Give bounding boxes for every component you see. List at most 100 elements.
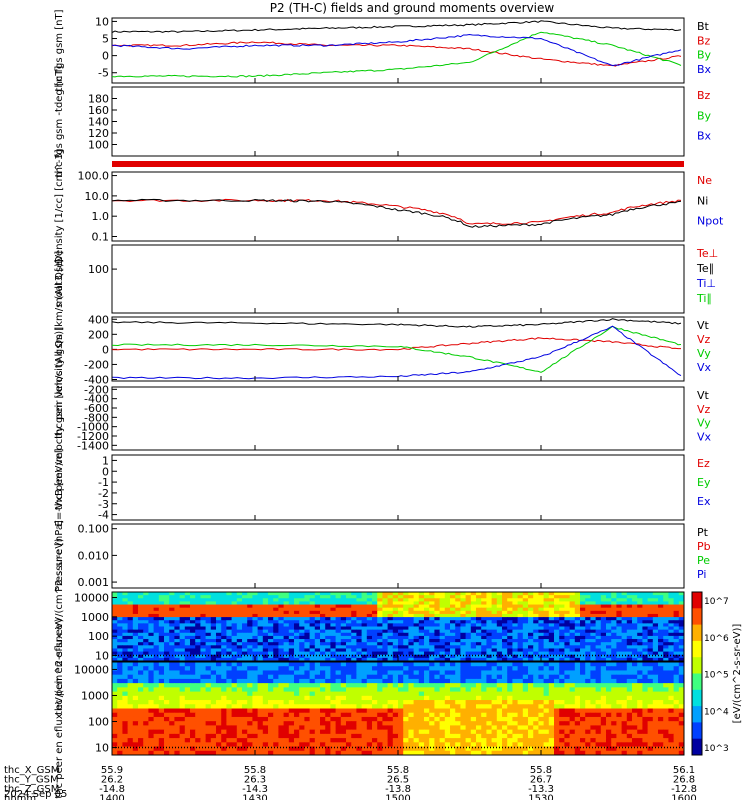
- spectrogram-cell: [273, 717, 279, 722]
- spectrogram-cell: [616, 645, 622, 649]
- spectrogram-cell: [611, 620, 617, 624]
- spectrogram-cell: [330, 670, 336, 675]
- spectrogram-cell: [622, 687, 628, 692]
- spectrogram-cell: [247, 679, 253, 684]
- spectrogram-cell: [668, 636, 674, 640]
- spectrogram-cell: [273, 742, 279, 747]
- spectrogram-cell: [429, 717, 435, 722]
- spectrogram-cell: [450, 642, 456, 646]
- spectrogram-cell: [575, 700, 581, 705]
- spectrogram-cell: [455, 639, 461, 643]
- spectrogram-cell: [549, 713, 555, 718]
- spectrogram-cell: [601, 630, 607, 634]
- spectrogram-cell: [294, 713, 300, 718]
- spectrogram-cell: [154, 601, 160, 605]
- y-tick-label: 100: [88, 630, 109, 643]
- spectrogram-cell: [528, 617, 534, 621]
- spectrogram-cell: [414, 734, 420, 739]
- spectrogram-cell: [351, 704, 357, 709]
- spectrogram-cell: [278, 620, 284, 624]
- spectrogram-cell: [466, 636, 472, 640]
- spectrogram-cell: [393, 666, 399, 671]
- spectrogram-cell: [289, 725, 295, 730]
- spectrogram-cell: [242, 645, 248, 649]
- spectrogram-cell: [512, 709, 518, 714]
- spectrogram-cell: [549, 742, 555, 747]
- spectrogram-cell: [497, 742, 503, 747]
- spectrogram-cell: [195, 611, 201, 615]
- spectrogram-cell: [445, 662, 451, 667]
- spectrogram-cell: [658, 670, 664, 675]
- spectrogram-cell: [648, 652, 654, 656]
- spectrogram-cell: [372, 601, 378, 605]
- spectrogram-cell: [169, 709, 175, 714]
- spectrogram-cell: [367, 645, 373, 649]
- spectrogram-cell: [138, 608, 144, 612]
- spectrogram-cell: [185, 687, 191, 692]
- spectrogram-cell: [570, 713, 576, 718]
- spectrogram-cell: [596, 595, 602, 599]
- spectrogram-cell: [310, 704, 316, 709]
- spectrogram-cell: [606, 614, 612, 618]
- spectrogram-cell: [133, 592, 139, 596]
- spectrogram-cell: [263, 633, 269, 637]
- spectrogram-cell: [523, 721, 529, 726]
- spectrogram-cell: [466, 598, 472, 602]
- spectrogram-cell: [273, 633, 279, 637]
- spectrogram-cell: [268, 738, 274, 743]
- spectrogram-cell: [247, 630, 253, 634]
- spectrogram-cell: [455, 652, 461, 656]
- spectrogram-cell: [185, 652, 191, 656]
- spectrogram-cell: [414, 666, 420, 671]
- spectrogram-cell: [512, 679, 518, 684]
- spectrogram-cell: [372, 709, 378, 714]
- legend-entry: Bz: [697, 89, 711, 102]
- spectrogram-cell: [637, 620, 643, 624]
- spectrogram-cell: [226, 675, 232, 680]
- spectrogram-cell: [154, 696, 160, 701]
- spectrogram-cell: [388, 642, 394, 646]
- spectrogram-cell: [570, 605, 576, 609]
- spectrogram-cell: [200, 730, 206, 735]
- spectrogram-cell: [304, 598, 310, 602]
- spectrogram-cell: [398, 614, 404, 618]
- spectrogram-cell: [559, 687, 565, 692]
- spectrogram-cell: [507, 605, 513, 609]
- spectrogram-cell: [507, 642, 513, 646]
- spectrogram-cell: [658, 648, 664, 652]
- spectrogram-cell: [486, 679, 492, 684]
- spectrogram-cell: [372, 717, 378, 722]
- spectrogram-cell: [398, 717, 404, 722]
- spectrogram-cell: [122, 713, 128, 718]
- spectrogram-cell: [258, 617, 264, 621]
- spectrogram-cell: [596, 675, 602, 680]
- spectrogram-cell: [216, 683, 222, 688]
- spectrogram-cell: [518, 696, 524, 701]
- spectrogram-cell: [507, 679, 513, 684]
- spectrogram-cell: [200, 709, 206, 714]
- spectrogram-cell: [237, 696, 243, 701]
- spectrogram-cell: [616, 592, 622, 596]
- spectrogram-cell: [356, 666, 362, 671]
- spectrogram-cell: [117, 675, 123, 680]
- spectrogram-cell: [590, 592, 596, 596]
- spectrogram-cell: [528, 730, 534, 735]
- series-line-Bt: [112, 21, 681, 33]
- spectrogram-cell: [226, 725, 232, 730]
- spectrogram-cell: [518, 734, 524, 739]
- spectrogram-cell: [544, 623, 550, 627]
- spectrogram-cell: [232, 608, 238, 612]
- spectrogram-cell: [538, 725, 544, 730]
- spectrogram-cell: [642, 675, 648, 680]
- spectrogram-cell: [226, 683, 232, 688]
- spectrogram-cell: [148, 742, 154, 747]
- spectrogram-cell: [445, 611, 451, 615]
- spectrogram-cell: [533, 713, 539, 718]
- spectrogram-cell: [486, 652, 492, 656]
- spectrogram-cell: [362, 633, 368, 637]
- spectrogram-cell: [247, 623, 253, 627]
- spectrogram-cell: [533, 692, 539, 697]
- spectrogram-cell: [403, 592, 409, 596]
- spectrogram-cell: [341, 630, 347, 634]
- spectrogram-cell: [164, 630, 170, 634]
